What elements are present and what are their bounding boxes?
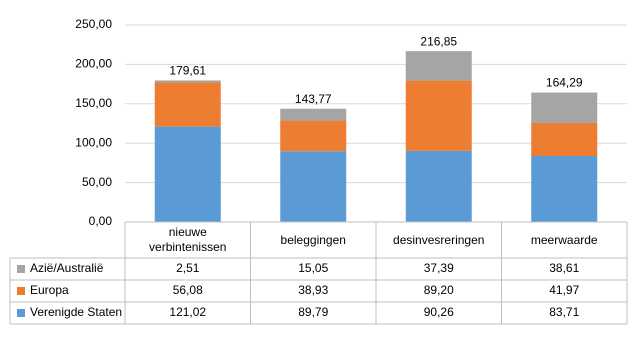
table-value: 2,51 [176, 261, 200, 275]
table-value: 38,93 [298, 283, 328, 297]
table-value: 89,20 [424, 283, 454, 297]
category-label: beleggingen [280, 232, 346, 247]
total-label: 143,77 [295, 92, 332, 106]
y-tick-label: 250,00 [75, 17, 112, 31]
bar-segment [280, 151, 347, 222]
legend-label: Verenigde Staten [30, 305, 122, 319]
legend-swatch [17, 309, 25, 317]
table-value: 83,71 [549, 305, 579, 319]
bar-segment [405, 80, 472, 151]
table-value: 89,79 [298, 305, 328, 319]
legend-label: Azië/Australië [30, 261, 104, 275]
category-label: nieuwe verbintenissen [149, 225, 227, 254]
table-value: 121,02 [169, 305, 206, 319]
bar-segment [154, 80, 221, 83]
table-value: 37,39 [424, 261, 454, 275]
table-value: 38,61 [549, 261, 579, 275]
bar-segment [154, 82, 221, 127]
table-value: 41,97 [549, 283, 579, 297]
y-tick-label: 0,00 [89, 214, 113, 228]
bar-segment [280, 120, 347, 152]
y-tick-label: 50,00 [82, 175, 112, 189]
table-value: 15,05 [298, 261, 328, 275]
bar-segment [280, 108, 347, 121]
total-label: 179,61 [169, 64, 206, 78]
legend-swatch [17, 265, 25, 273]
bar-segment [405, 51, 472, 81]
table-value: 90,26 [424, 305, 454, 319]
bar-segment [531, 156, 598, 222]
category-label: desinvesreringen [393, 232, 485, 247]
total-label: 216,85 [420, 34, 457, 48]
bar-segment [405, 150, 472, 222]
table-value: 56,08 [173, 283, 203, 297]
category-label: meerwaarde [530, 232, 598, 247]
bar-segment [531, 92, 598, 123]
y-tick-label: 200,00 [75, 57, 112, 71]
legend-label: Europa [30, 283, 69, 297]
bar-segment [531, 122, 598, 157]
y-tick-label: 100,00 [75, 135, 112, 149]
legend-swatch [17, 287, 25, 295]
y-tick-label: 150,00 [75, 96, 112, 110]
total-label: 164,29 [546, 76, 583, 90]
bar-segment [154, 126, 221, 222]
